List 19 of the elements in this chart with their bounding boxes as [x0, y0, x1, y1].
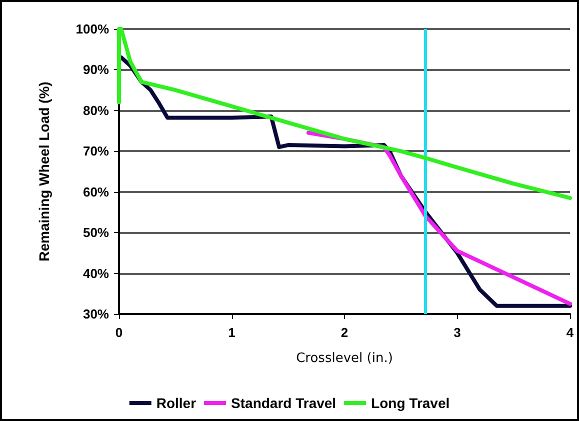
y-tick-label: 70%: [82, 144, 110, 159]
line-series: [117, 27, 572, 200]
y-tick-label: 90%: [82, 62, 110, 78]
y-axis-title: Remaining Wheel Load (%): [36, 82, 52, 262]
x-axis-title: Crosslevel (in.): [296, 351, 393, 366]
legend-label: Roller: [156, 395, 197, 411]
x-tick-label: 0: [115, 325, 123, 340]
y-tick-label: 40%: [82, 266, 110, 281]
x-tick-label: 3: [454, 325, 461, 340]
y-tick-label: 30%: [82, 306, 110, 322]
y-tick-label: 60%: [82, 184, 110, 200]
y-tick-label: 50%: [82, 225, 110, 240]
x-tick-label: 4: [566, 325, 574, 340]
legend-label: Standard Travel: [231, 395, 336, 411]
y-tick-label: 100%: [76, 22, 110, 36]
y-tick-label: 80%: [82, 102, 110, 118]
legend-label: Long Travel: [371, 395, 450, 411]
x-tick-label: 1: [228, 325, 236, 340]
x-tick-label: 2: [340, 325, 348, 340]
